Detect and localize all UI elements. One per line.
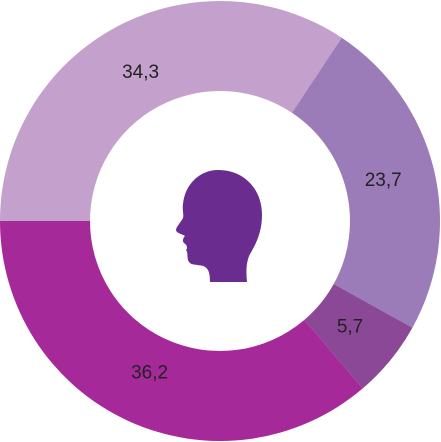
donut-segment	[0, 221, 363, 441]
data-label: 5,7	[337, 316, 363, 337]
data-label: 36,2	[131, 363, 168, 384]
head-icon	[176, 170, 262, 282]
data-label: 34,3	[122, 62, 159, 83]
data-label: 23,7	[365, 170, 402, 191]
donut-segment	[291, 37, 440, 328]
donut-segment	[304, 284, 413, 389]
donut-segment	[0, 0, 342, 222]
